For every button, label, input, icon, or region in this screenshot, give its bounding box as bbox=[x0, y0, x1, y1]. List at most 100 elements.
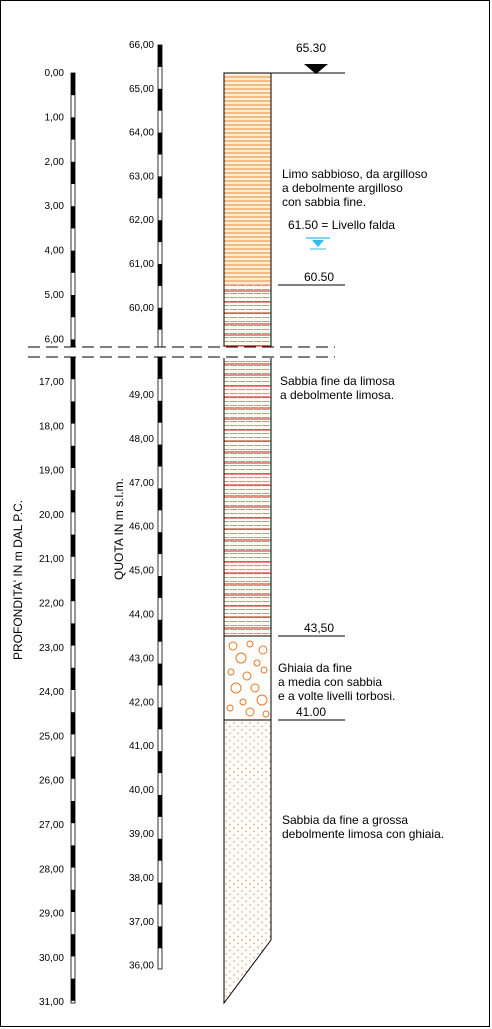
depth-bar-segment bbox=[71, 534, 75, 557]
elev-bar-segment bbox=[158, 663, 162, 686]
depth-bar-segment bbox=[71, 250, 75, 273]
layer-fine-sand-upper bbox=[224, 285, 271, 347]
elevation-tick-label: 42,00 bbox=[129, 697, 154, 708]
elev-bar-segment bbox=[158, 400, 162, 423]
layer-fine-sand-lower bbox=[224, 358, 271, 636]
depth-tick-label: 24,00 bbox=[39, 687, 64, 698]
elevation-tick-label: 38,00 bbox=[129, 873, 154, 884]
elevation-tick-label: 46,00 bbox=[129, 522, 154, 533]
gravel-pebble bbox=[256, 694, 268, 706]
depth-bar-segment bbox=[71, 579, 75, 602]
elevation-tick-label: 66,00 bbox=[129, 40, 154, 51]
depth-bar-segment bbox=[71, 756, 75, 779]
depth-tick-label: 5,00 bbox=[45, 290, 65, 301]
depth-bar-segment bbox=[71, 161, 75, 184]
depth-tick-label: 23,00 bbox=[39, 643, 64, 654]
depth-bar-segment bbox=[71, 295, 75, 318]
elevation-tick-label: 60,00 bbox=[129, 303, 154, 314]
depth-axis-title: PROFONDITA' IN m DAL P.C. bbox=[11, 500, 25, 660]
depth-tick-label: 26,00 bbox=[39, 776, 64, 787]
elevation-tick-label: 36,00 bbox=[129, 961, 154, 972]
layer-silt bbox=[224, 73, 271, 285]
level-label: 60.50 bbox=[304, 270, 334, 284]
elevation-tick-label: 45,00 bbox=[129, 566, 154, 577]
elevation-tick-label: 49,00 bbox=[129, 390, 154, 401]
depth-tick-label: 1,00 bbox=[45, 112, 65, 123]
depth-bar-segment bbox=[71, 667, 75, 690]
depth-tick-label: 3,00 bbox=[45, 201, 65, 212]
elev-bar-segment bbox=[158, 220, 162, 243]
elevation-axis-title: QUOTA IN m s.l.m. bbox=[112, 478, 126, 580]
elev-bar-segment bbox=[158, 176, 162, 199]
gravel-pebble bbox=[260, 666, 268, 674]
depth-bar-segment bbox=[71, 889, 75, 912]
elev-bar-segment bbox=[158, 926, 162, 949]
water-table-label: 61.50 = Livello falda bbox=[288, 218, 395, 232]
depth-tick-label: 21,00 bbox=[39, 554, 64, 565]
elev-bar-segment bbox=[158, 838, 162, 861]
elevation-tick-label: 61,00 bbox=[129, 259, 154, 270]
level-label: 43,50 bbox=[304, 621, 334, 635]
elev-bar-segment bbox=[158, 45, 162, 67]
gravel-pebble bbox=[239, 698, 247, 706]
layer-gravel bbox=[224, 636, 271, 720]
elev-bar-segment bbox=[158, 444, 162, 467]
gravel-pebble bbox=[235, 652, 247, 664]
depth-tick-label: 20,00 bbox=[39, 510, 64, 521]
gravel-pebble bbox=[230, 682, 242, 694]
depth-bar-segment bbox=[71, 73, 75, 96]
layer-description-coarse-sand: Sabbia da fine a grossa debolmente limos… bbox=[282, 813, 444, 841]
fine-sand-bold-lines bbox=[224, 290, 271, 629]
depth-bar-segment bbox=[71, 357, 75, 380]
depth-bar-segment bbox=[71, 490, 75, 513]
depth-bar-segment bbox=[71, 623, 75, 646]
elevation-tick-label: 44,00 bbox=[129, 610, 154, 621]
elevation-tick-label: 65,00 bbox=[129, 84, 154, 95]
gravel-pebble bbox=[258, 645, 268, 655]
depth-tick-label: 22,00 bbox=[39, 599, 64, 610]
layer-description-fine-sand: Sabbia fine da limosa a debolmente limos… bbox=[280, 374, 398, 402]
elev-bar-segment bbox=[158, 88, 162, 111]
elevation-tick-label: 41,00 bbox=[129, 741, 154, 752]
depth-tick-label: 4,00 bbox=[45, 246, 65, 257]
depth-tick-label: 0,00 bbox=[45, 68, 65, 79]
elevation-tick-label: 40,00 bbox=[129, 785, 154, 796]
depth-bar-segment bbox=[71, 339, 75, 347]
ground-level-marker bbox=[304, 64, 328, 74]
gravel-pebble bbox=[262, 710, 270, 718]
depth-bar-segment bbox=[71, 401, 75, 424]
column-outline-lower bbox=[223, 358, 272, 1005]
gravel-pebble bbox=[226, 704, 234, 712]
level-label: 41.00 bbox=[296, 705, 326, 719]
depth-bar-segment bbox=[71, 978, 75, 1001]
gravel-pebble bbox=[228, 641, 238, 651]
elevation-tick-label: 37,00 bbox=[129, 917, 154, 928]
elevation-tick-label: 47,00 bbox=[129, 478, 154, 489]
elevation-tick-label: 64,00 bbox=[129, 128, 154, 139]
elevation-tick-label: 39,00 bbox=[129, 829, 154, 840]
depth-tick-label: 29,00 bbox=[39, 909, 64, 920]
gravel-pebbles bbox=[226, 640, 270, 718]
gravel-pebble bbox=[245, 707, 255, 717]
depth-tick-label: 2,00 bbox=[45, 157, 65, 168]
elev-bar-segment bbox=[158, 132, 162, 155]
elev-bar-segment bbox=[158, 707, 162, 730]
elev-bar-segment bbox=[158, 619, 162, 642]
depth-tick-label: 31,00 bbox=[39, 997, 64, 1008]
level-label-top: 65.30 bbox=[296, 41, 326, 55]
depth-bar-segment bbox=[71, 206, 75, 229]
elevation-tick-label: 48,00 bbox=[129, 434, 154, 445]
layer-coarse-sand bbox=[224, 720, 271, 1003]
depth-tick-label: 17,00 bbox=[39, 377, 64, 388]
depth-scale-bar bbox=[70, 72, 76, 1004]
gravel-pebble bbox=[242, 671, 252, 681]
depth-bar-segment bbox=[71, 712, 75, 735]
depth-tick-label: 30,00 bbox=[39, 953, 64, 964]
elev-bar-segment bbox=[158, 357, 162, 379]
gravel-pebble bbox=[250, 683, 260, 693]
layer-description-silt: Limo sabbioso, da argilloso a debolmente… bbox=[282, 167, 431, 209]
depth-tick-label: 28,00 bbox=[39, 864, 64, 875]
depth-bar-segment bbox=[71, 117, 75, 140]
depth-tick-labels: 0,00 1,00 2,00 3,00 4,00 5,00 6,00 17,00 18,00 19… bbox=[39, 68, 64, 1008]
